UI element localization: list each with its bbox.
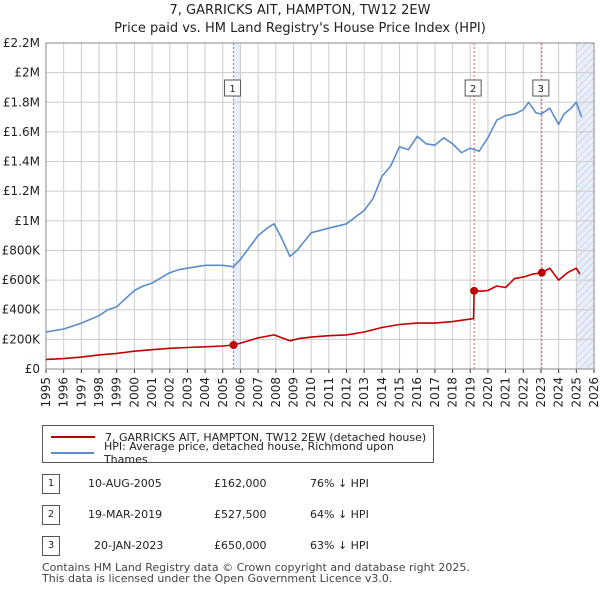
x-tick-label: 2019 bbox=[463, 377, 477, 408]
legend-label-property: 7, GARRICKS AIT, HAMPTON, TW12 2EW (deta… bbox=[105, 430, 427, 444]
chart-title: 7, GARRICKS AIT, HAMPTON, TW12 2EW bbox=[169, 3, 431, 18]
sale-price: £162,000 bbox=[214, 477, 267, 490]
sale-price: £650,000 bbox=[214, 539, 267, 552]
x-tick-label: 2004 bbox=[198, 377, 212, 408]
x-tick-label: 2021 bbox=[499, 377, 513, 408]
sale-date: 10-AUG-2005 bbox=[88, 477, 162, 490]
y-tick-label: £200K bbox=[2, 332, 42, 346]
sale-date: 20-JAN-2023 bbox=[94, 539, 164, 552]
property-price-line bbox=[45, 267, 581, 361]
sale-label-box bbox=[464, 79, 482, 97]
x-tick-label: 2006 bbox=[233, 377, 247, 408]
y-tick-label: £1M bbox=[14, 214, 40, 228]
x-tick-label: 2017 bbox=[428, 377, 442, 408]
sale-point bbox=[229, 340, 238, 349]
future-hatch bbox=[576, 43, 594, 369]
sale-label: 1 bbox=[229, 84, 235, 95]
x-tick-label: 2013 bbox=[357, 377, 371, 408]
y-tick-label: £0 bbox=[25, 362, 40, 376]
y-tick-label: £2M bbox=[14, 66, 40, 80]
x-tick-label: 2012 bbox=[340, 377, 354, 408]
x-tick-label: 2007 bbox=[251, 377, 265, 408]
sale-hpi-diff: 63% ↓ HPI bbox=[310, 539, 369, 552]
x-tick-label: 2023 bbox=[534, 377, 548, 408]
sale-label-box bbox=[224, 79, 242, 97]
legend-item-property: 7, GARRICKS AIT, HAMPTON, TW12 2EW (deta… bbox=[51, 430, 426, 444]
sale-number-badge: 2 bbox=[42, 505, 60, 525]
x-tick-label: 1997 bbox=[74, 377, 88, 408]
legend-swatch-hpi bbox=[51, 452, 94, 454]
x-tick-label: 2024 bbox=[552, 377, 566, 408]
y-tick-label: £400K bbox=[2, 303, 42, 317]
legend-label-hpi: HPI: Average price, detached house, Rich… bbox=[103, 440, 394, 466]
sale-hpi-diff: 64% ↓ HPI bbox=[310, 508, 369, 521]
sale-date: 19-MAR-2019 bbox=[88, 508, 163, 521]
sale-hpi-diff: 76% ↓ HPI bbox=[310, 477, 369, 490]
sale-price: £527,500 bbox=[214, 508, 267, 521]
x-tick-label: 2008 bbox=[269, 377, 283, 408]
x-tick-label: 2001 bbox=[145, 377, 159, 408]
x-tick-label: 2000 bbox=[127, 377, 141, 408]
x-tick-label: 1995 bbox=[39, 377, 53, 408]
y-tick-label: £600K bbox=[2, 273, 42, 287]
x-tick-label: 2014 bbox=[375, 377, 389, 408]
sale-point bbox=[470, 286, 479, 295]
footer-licence: This data is licensed under the Open Gov… bbox=[42, 572, 393, 585]
chart-subtitle: Price paid vs. HM Land Registry's House … bbox=[114, 21, 486, 36]
footer-copyright: Contains HM Land Registry data © Crown c… bbox=[42, 561, 470, 574]
y-tick-label: £1.8M bbox=[3, 95, 40, 109]
x-tick-label: 2010 bbox=[304, 377, 318, 408]
legend-swatch-property bbox=[51, 436, 95, 438]
plot-frame bbox=[45, 42, 595, 370]
x-tick-label: 2026 bbox=[587, 377, 600, 408]
x-tick-label: 2018 bbox=[446, 377, 460, 408]
y-tick-label: £800K bbox=[2, 243, 42, 257]
x-tick-label: 2003 bbox=[180, 377, 194, 408]
sale-point bbox=[537, 268, 546, 277]
x-tick-label: 2016 bbox=[410, 377, 424, 408]
y-tick-label: £1.4M bbox=[3, 155, 40, 169]
x-tick-label: 2022 bbox=[516, 377, 530, 408]
x-tick-label: 1998 bbox=[92, 377, 106, 408]
legend: 7, GARRICKS AIT, HAMPTON, TW12 2EW (deta… bbox=[42, 425, 434, 466]
x-tick-label: 1996 bbox=[57, 377, 71, 408]
sale-number-badge: 3 bbox=[42, 536, 60, 556]
sale-label-box bbox=[532, 79, 550, 97]
hpi-line bbox=[45, 101, 583, 333]
sale-label: 2 bbox=[470, 84, 476, 95]
x-tick-label: 2025 bbox=[569, 377, 583, 408]
sale-number-badge: 1 bbox=[42, 474, 60, 494]
y-tick-label: £1.6M bbox=[3, 125, 40, 139]
x-tick-label: 2002 bbox=[163, 377, 177, 408]
x-tick-label: 2020 bbox=[481, 377, 495, 408]
y-tick-label: £2.2M bbox=[3, 36, 40, 50]
sale-label: 3 bbox=[538, 84, 544, 95]
x-tick-label: 2015 bbox=[393, 377, 407, 408]
x-tick-label: 2009 bbox=[286, 377, 300, 408]
x-tick-label: 2005 bbox=[216, 377, 230, 408]
highlight-band bbox=[233, 43, 241, 369]
y-tick-label: £1.2M bbox=[3, 184, 40, 198]
x-tick-label: 1999 bbox=[110, 377, 124, 408]
x-tick-label: 2011 bbox=[322, 377, 336, 408]
legend-item-hpi: HPI: Average price, detached house, Rich… bbox=[51, 440, 433, 466]
